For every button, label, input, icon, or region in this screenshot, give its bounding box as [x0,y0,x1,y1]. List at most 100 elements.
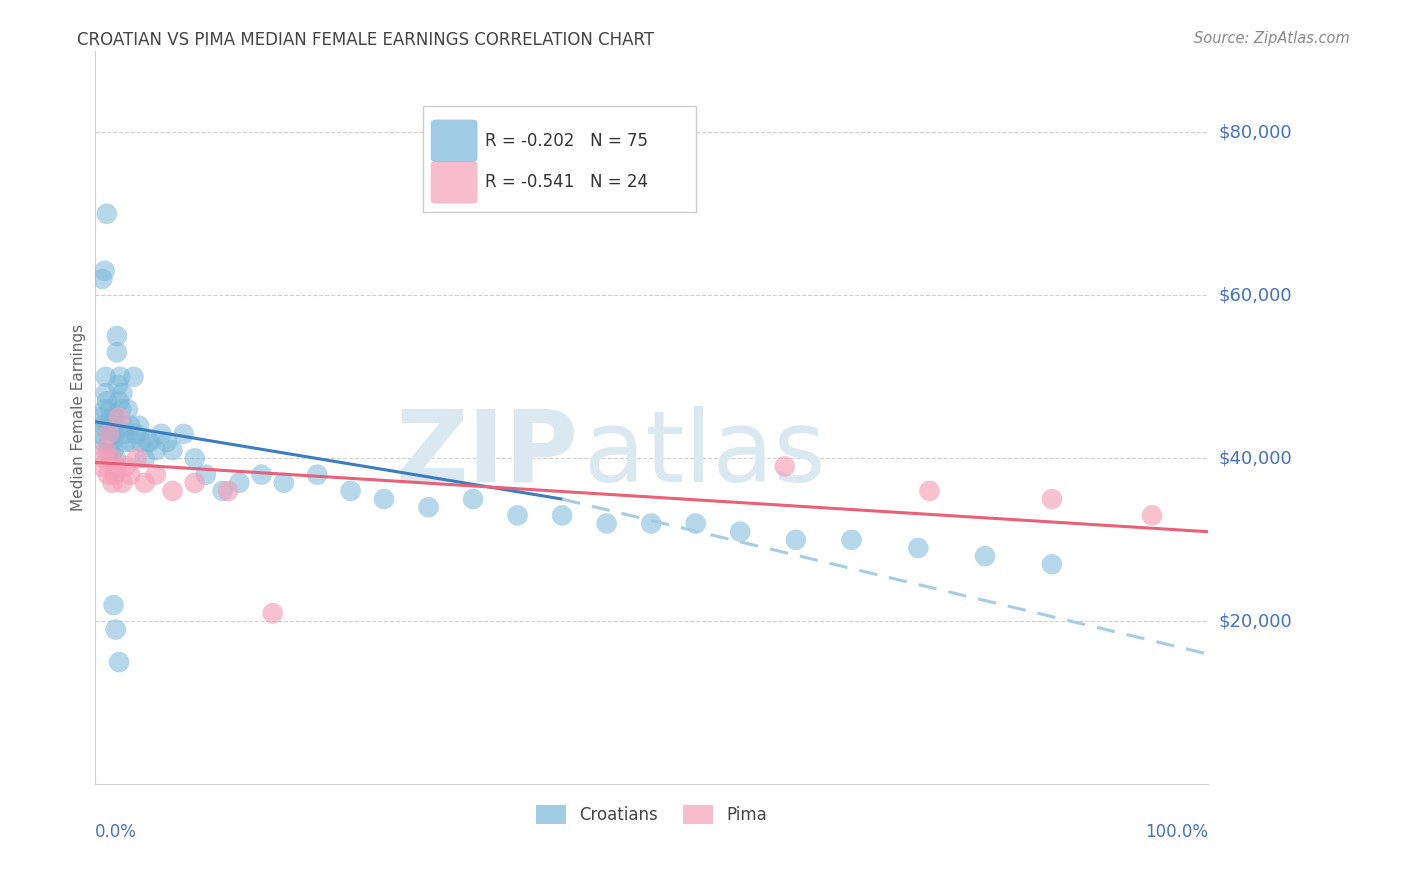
Point [112,418,135,433]
Point [100,451,122,466]
Point [101,475,124,490]
Point [228,475,250,490]
Point [250,467,273,482]
Point [685,516,707,531]
Point [94,386,117,401]
Point [108,410,131,425]
Point [104,410,127,425]
Point [162,443,184,458]
Text: 100.0%: 100.0% [1144,823,1208,841]
Point [131,435,153,450]
Point [122,369,145,384]
Point [105,329,128,343]
Point [117,402,139,417]
Point [125,451,148,466]
Point [98,435,121,450]
Point [162,483,184,498]
Point [93,435,115,450]
Point [262,606,284,620]
Point [150,426,173,441]
Point [100,410,122,425]
Point [101,418,124,433]
Point [94,369,117,384]
Point [134,451,156,466]
Point [104,623,127,637]
Point [173,426,195,441]
Point [90,410,112,425]
Point [97,467,120,482]
Point [114,459,136,474]
Point [506,508,529,523]
Point [273,475,295,490]
Point [136,435,159,450]
Point [98,443,121,458]
Point [1140,508,1163,523]
Point [111,475,134,490]
Point [103,598,125,612]
Text: $60,000: $60,000 [1219,286,1292,304]
Point [104,426,127,441]
Text: $20,000: $20,000 [1219,613,1292,631]
Point [93,264,115,278]
Point [145,443,167,458]
Point [89,426,111,441]
Text: $80,000: $80,000 [1219,123,1292,141]
Text: ZIP: ZIP [396,406,579,503]
Point [1040,558,1063,572]
Text: CROATIAN VS PIMA MEDIAN FEMALE EARNINGS CORRELATION CHART: CROATIAN VS PIMA MEDIAN FEMALE EARNINGS … [77,31,654,49]
Point [974,549,997,563]
Point [184,451,207,466]
Point [907,541,929,555]
Legend: Croatians, Pima: Croatians, Pima [529,798,773,831]
Text: Source: ZipAtlas.com: Source: ZipAtlas.com [1194,31,1350,46]
Point [105,345,128,359]
Point [551,508,574,523]
Point [114,426,136,441]
Point [105,459,128,474]
Point [773,459,796,474]
Point [125,426,148,441]
Point [96,207,118,221]
FancyBboxPatch shape [430,161,478,203]
Point [101,435,124,450]
Point [100,451,122,466]
Point [104,451,127,466]
Point [98,426,121,441]
Text: R = -0.541   N = 24: R = -0.541 N = 24 [485,173,648,191]
Point [108,655,131,669]
Point [461,492,484,507]
Point [145,467,167,482]
Point [103,443,125,458]
Point [97,418,120,433]
Point [307,467,329,482]
Point [98,402,121,417]
Point [785,533,807,547]
Point [217,483,239,498]
Text: R = -0.202   N = 75: R = -0.202 N = 75 [485,132,648,150]
Point [134,475,156,490]
Point [339,483,361,498]
Point [120,467,142,482]
Point [128,418,150,433]
Point [156,435,179,450]
Point [96,394,118,409]
Point [93,451,115,466]
Point [918,483,941,498]
Point [373,492,395,507]
Point [91,418,114,433]
Point [111,386,134,401]
Point [100,426,122,441]
Point [91,272,114,286]
Y-axis label: Median Female Earnings: Median Female Earnings [72,324,86,511]
Text: 0.0%: 0.0% [94,823,136,841]
Point [98,426,121,441]
Text: $40,000: $40,000 [1219,450,1292,467]
Point [139,435,162,450]
Point [114,435,136,450]
Point [107,378,129,392]
Point [108,394,131,409]
Text: atlas: atlas [585,406,825,503]
Point [640,516,662,531]
Point [1040,492,1063,507]
FancyBboxPatch shape [430,120,478,162]
